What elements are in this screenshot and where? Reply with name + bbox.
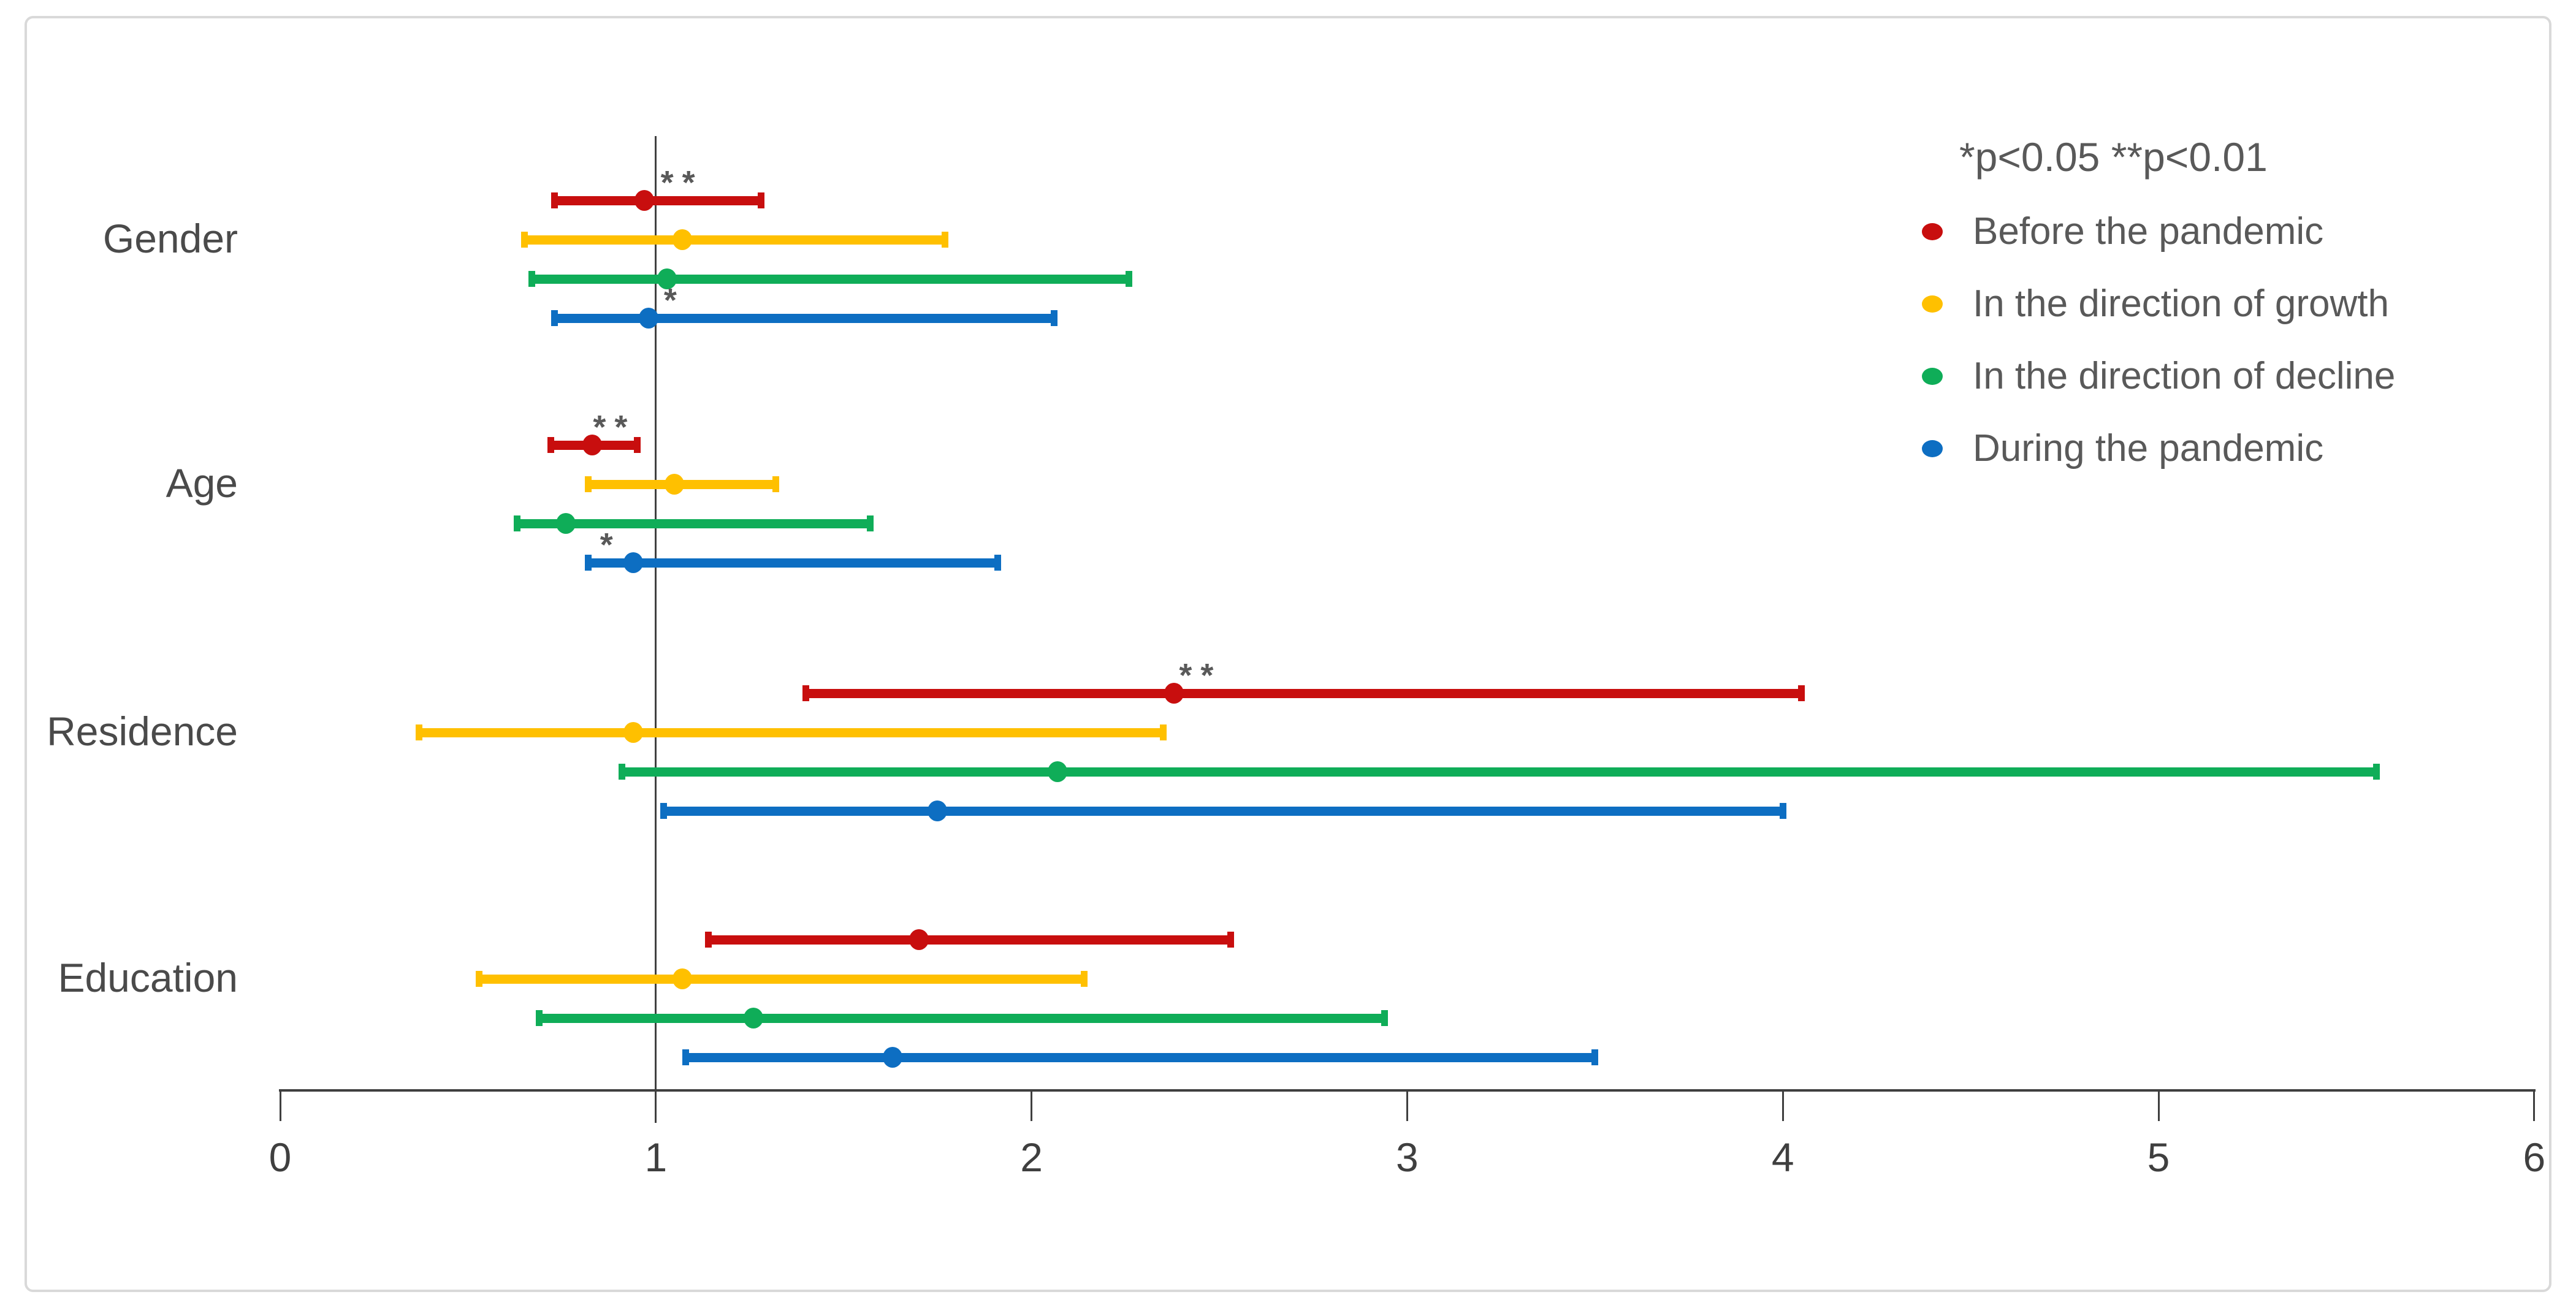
legend-item-label: Before the pandemic <box>1973 210 2324 253</box>
category-label: Education <box>58 955 238 1000</box>
ci-line <box>622 767 2377 777</box>
ci-line <box>554 196 761 205</box>
ci-cap-low <box>551 192 558 208</box>
ci-line <box>708 935 1231 945</box>
ci-cap-high <box>866 515 874 531</box>
ci-cap-high <box>1050 310 1057 326</box>
ci-cap-high <box>2372 764 2380 780</box>
ci-cap-high <box>1591 1049 1599 1065</box>
ci-cap-high <box>757 192 764 208</box>
category-label: Residence <box>47 709 238 754</box>
ci-cap-low <box>528 271 536 287</box>
ci-line <box>419 728 1164 737</box>
point-marker <box>582 435 602 455</box>
ci-line <box>479 974 1084 984</box>
point-marker <box>657 268 677 289</box>
ci-cap-low <box>551 310 558 326</box>
ci-cap-high <box>1126 271 1133 287</box>
x-axis-tick-label: 3 <box>1396 1135 1419 1180</box>
ci-line <box>539 1013 1385 1023</box>
ci-line <box>806 688 1802 698</box>
x-axis-tick-label: 5 <box>2147 1135 2170 1180</box>
x-axis-tick-label: 0 <box>269 1135 292 1180</box>
ci-cap-high <box>994 555 1001 571</box>
ci-cap-low <box>547 437 554 453</box>
point-marker <box>665 474 685 495</box>
x-axis-tick <box>2533 1089 2536 1121</box>
significance-note: *p<0.05 **p<0.01 <box>1959 134 2268 180</box>
ci-line <box>532 274 1129 284</box>
legend-marker-icon <box>1922 223 1943 240</box>
ci-cap-low <box>584 476 592 492</box>
significance-stars: * <box>600 527 622 563</box>
point-marker <box>909 929 929 950</box>
ci-cap-high <box>942 232 949 248</box>
ci-line <box>524 235 945 245</box>
legend-marker-icon <box>1922 368 1943 385</box>
point-marker <box>882 1047 902 1068</box>
ci-cap-high <box>1159 724 1167 740</box>
ci-cap-low <box>705 932 712 948</box>
point-marker <box>623 552 644 573</box>
ci-cap-high <box>1227 932 1234 948</box>
ci-cap-low <box>513 515 520 531</box>
legend-item-label: In the direction of decline <box>1973 355 2396 397</box>
chart-border <box>25 16 2551 1292</box>
ci-cap-low <box>416 724 423 740</box>
ci-cap-low <box>584 555 592 571</box>
ci-cap-high <box>1779 803 1786 819</box>
legend-item-label: In the direction of growth <box>1973 283 2389 325</box>
ci-line <box>685 1052 1595 1062</box>
reference-line <box>655 136 657 1123</box>
category-label: Age <box>166 460 238 506</box>
legend-marker-icon <box>1922 295 1943 313</box>
point-marker <box>555 513 576 534</box>
x-axis-tick-label: 2 <box>1020 1135 1043 1180</box>
category-label: Gender <box>102 216 238 261</box>
point-marker <box>928 800 948 821</box>
x-axis-tick-label: 1 <box>644 1135 668 1180</box>
significance-stars: * <box>663 282 685 319</box>
point-marker <box>1164 683 1184 704</box>
ci-cap-high <box>1381 1010 1389 1026</box>
x-axis-tick <box>2157 1089 2160 1121</box>
point-marker <box>638 308 658 329</box>
point-marker <box>672 968 692 989</box>
x-axis-tick <box>279 1089 281 1121</box>
ci-cap-high <box>633 437 641 453</box>
point-marker <box>672 229 692 250</box>
ci-cap-low <box>802 685 810 701</box>
x-axis-tick-label: 6 <box>2523 1135 2546 1180</box>
ci-cap-low <box>619 764 626 780</box>
significance-stars: ** <box>593 409 636 446</box>
point-marker <box>1048 761 1068 782</box>
x-axis-tick-label: 4 <box>1771 1135 1794 1180</box>
point-marker <box>744 1008 764 1029</box>
x-axis-tick <box>1031 1089 1033 1121</box>
ci-cap-low <box>536 1010 543 1026</box>
ci-cap-low <box>476 971 483 987</box>
x-axis-tick <box>1406 1089 1408 1121</box>
ci-line <box>517 519 871 528</box>
x-axis-tick <box>655 1089 657 1121</box>
legend-marker-icon <box>1922 440 1943 457</box>
ci-line <box>663 806 1783 816</box>
ci-cap-low <box>660 803 667 819</box>
ci-cap-low <box>520 232 528 248</box>
x-axis-tick <box>1781 1089 1784 1121</box>
point-marker <box>634 190 655 211</box>
ci-line <box>554 313 1054 323</box>
ci-cap-high <box>1798 685 1805 701</box>
ci-line <box>588 558 998 568</box>
ci-cap-low <box>682 1049 690 1065</box>
significance-stars: ** <box>1179 657 1222 694</box>
ci-cap-high <box>1080 971 1088 987</box>
point-marker <box>623 722 644 743</box>
legend-item-label: During the pandemic <box>1973 427 2324 470</box>
significance-stars: ** <box>660 164 704 201</box>
ci-cap-high <box>772 476 780 492</box>
